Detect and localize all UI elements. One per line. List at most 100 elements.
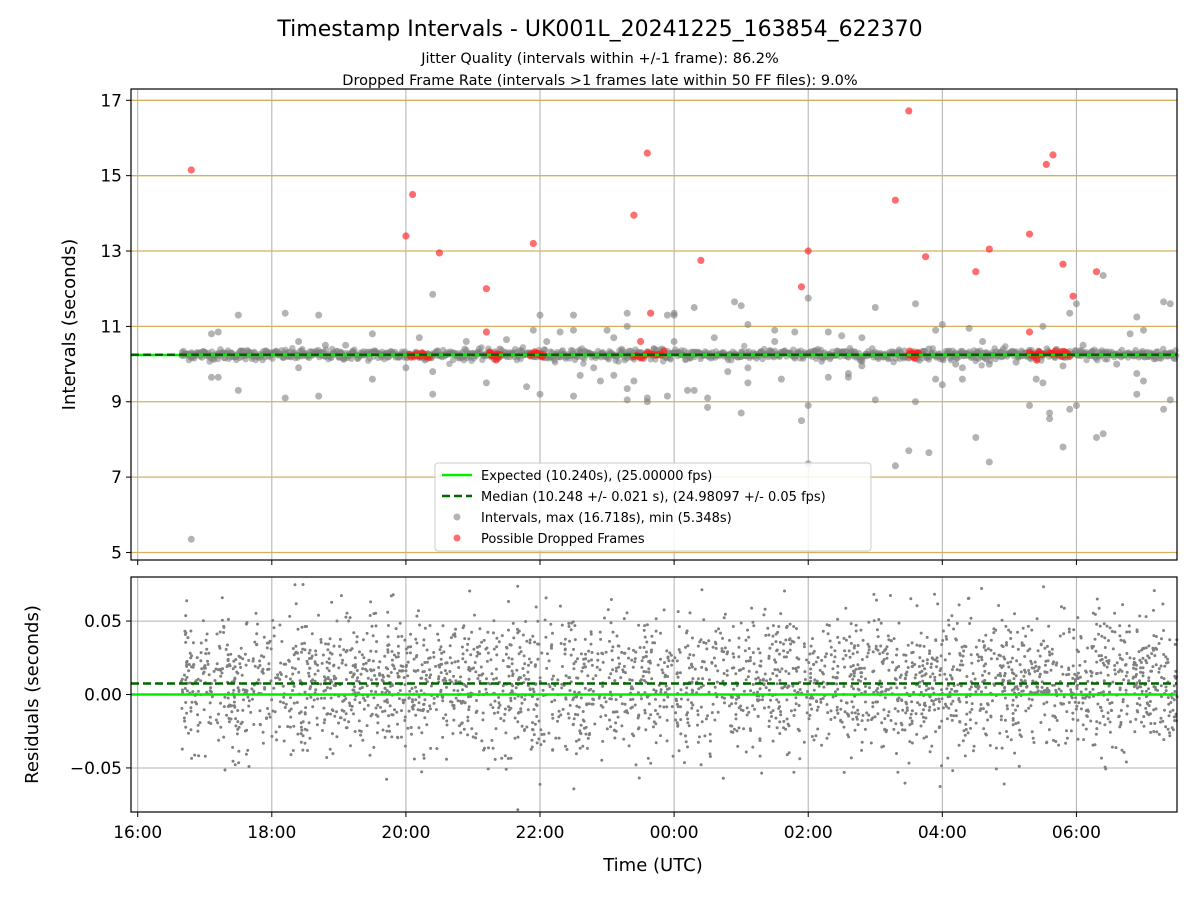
residual-point [606, 608, 610, 612]
residual-point [919, 631, 923, 635]
residual-point [370, 624, 374, 628]
residual-point [909, 597, 913, 601]
y-tick-label: 5 [111, 543, 122, 563]
residual-point [1095, 660, 1099, 664]
residual-point [968, 622, 972, 625]
residual-point [907, 761, 911, 765]
residual-point [825, 652, 828, 656]
residual-point [1078, 675, 1082, 679]
residual-point [1135, 681, 1139, 685]
residual-point [690, 701, 693, 705]
residual-point [956, 683, 960, 687]
residual-point [1066, 684, 1070, 688]
residual-point [1071, 711, 1075, 715]
residual-point [782, 726, 785, 730]
residual-point [711, 702, 715, 706]
residual-point [366, 676, 370, 680]
interval-point [737, 302, 745, 310]
residual-point [275, 738, 279, 742]
residual-point [520, 724, 524, 728]
residual-point [581, 744, 585, 748]
residual-point [1075, 674, 1079, 678]
residual-point [1169, 701, 1173, 704]
residual-point [1124, 760, 1128, 764]
residual-point [316, 663, 320, 667]
residual-point [289, 696, 292, 700]
residual-point [1011, 698, 1015, 702]
residual-point [736, 744, 740, 748]
residual-point [634, 763, 638, 767]
residual-point [721, 776, 725, 780]
residual-point [928, 675, 932, 679]
residual-point [638, 646, 642, 649]
intervals-axes-frame [130, 88, 1178, 561]
residual-point [1164, 689, 1168, 693]
residual-point [826, 711, 830, 715]
residual-point [975, 653, 979, 656]
residual-point [1105, 665, 1109, 669]
residual-point [610, 649, 614, 653]
residual-point [812, 738, 816, 742]
residual-point [378, 672, 382, 676]
residual-point [970, 702, 974, 706]
residual-point [348, 671, 352, 675]
interval-point [684, 386, 691, 394]
residual-point [1076, 616, 1080, 620]
residual-point [676, 723, 680, 727]
residual-point [1108, 690, 1111, 694]
residual-point [863, 727, 867, 731]
residual-point [1009, 738, 1013, 742]
residual-point [642, 670, 646, 673]
residual-point [649, 713, 653, 717]
residual-point [543, 618, 547, 622]
residual-point [771, 672, 775, 675]
interval-point [871, 396, 879, 404]
residual-point [1003, 657, 1007, 661]
residual-point [738, 668, 742, 672]
residual-point [684, 645, 687, 649]
residual-point [627, 744, 631, 748]
residual-point [831, 675, 835, 679]
residual-point [504, 767, 508, 771]
residual-point [1122, 678, 1126, 682]
residual-point [938, 669, 942, 673]
residual-point [1135, 709, 1139, 713]
residual-point [1141, 666, 1145, 670]
residual-point [1150, 652, 1154, 656]
residual-point [778, 732, 782, 735]
residual-point [401, 669, 405, 673]
residual-point [591, 677, 595, 681]
residual-point [278, 623, 282, 627]
residual-point [690, 688, 694, 692]
residual-point [836, 635, 840, 639]
residual-point [972, 749, 975, 753]
residual-point [438, 663, 442, 667]
residual-point [187, 669, 191, 673]
residual-point [349, 708, 353, 712]
residual-point [258, 664, 262, 667]
residual-point [1095, 727, 1099, 731]
residual-point [952, 665, 955, 669]
residual-point [833, 690, 837, 694]
residual-point [952, 684, 956, 688]
residual-point [621, 668, 625, 672]
residual-point [746, 628, 749, 632]
residual-point [274, 730, 278, 734]
residual-point [940, 643, 944, 646]
residual-point [459, 731, 463, 735]
residual-point [192, 663, 196, 667]
residual-point [611, 630, 615, 634]
residual-point [348, 701, 351, 705]
residual-point [1079, 636, 1083, 640]
residual-point [523, 698, 527, 701]
residual-point [683, 761, 686, 765]
residual-point [813, 678, 817, 682]
residual-point [564, 697, 568, 701]
residual-point [802, 740, 806, 744]
residual-point [486, 630, 490, 634]
residual-point [535, 741, 539, 745]
residual-point [1167, 714, 1171, 718]
residual-point [614, 698, 618, 702]
residual-point [265, 641, 269, 645]
residual-point [449, 636, 453, 640]
